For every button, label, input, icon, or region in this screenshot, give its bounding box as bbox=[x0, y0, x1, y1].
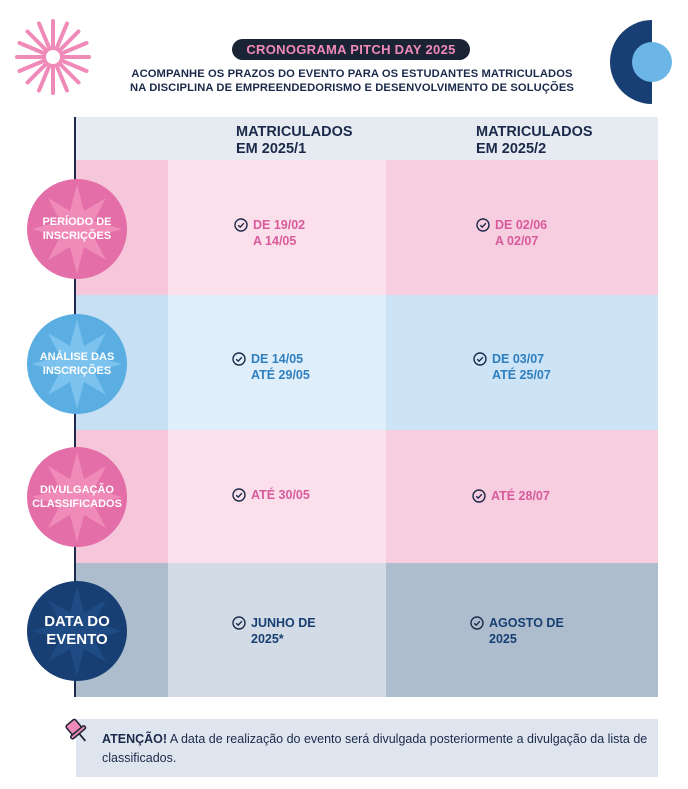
column-header-2025-1: MATRICULADOS EM 2025/1 bbox=[236, 124, 353, 157]
badge-inscricoes: PERÍODO DE INSCRIÇÕES bbox=[26, 178, 128, 280]
table-header bbox=[76, 117, 658, 160]
entry-text: ATÉ 28/07 bbox=[491, 489, 550, 503]
entry-evento-2025-1: JUNHO DE 2025* bbox=[232, 615, 316, 647]
attention-note: ATENÇÃO! A data de realização do evento … bbox=[76, 719, 658, 777]
table-row-evento bbox=[76, 563, 658, 697]
check-circle-icon bbox=[232, 352, 246, 366]
table-row-inscricoes bbox=[76, 160, 658, 295]
entry-inscricoes-2025-1: DE 19/02 A 14/05 bbox=[234, 217, 305, 249]
check-circle-icon bbox=[232, 616, 246, 630]
table-row-analise bbox=[76, 295, 658, 430]
star-badge-icon bbox=[27, 581, 127, 681]
entry-analise-2025-2: DE 03/07 ATÉ 25/07 bbox=[473, 351, 551, 383]
entry-text: ATÉ 30/05 bbox=[251, 488, 310, 502]
check-circle-icon bbox=[476, 218, 490, 232]
cell-2025-2 bbox=[386, 563, 658, 697]
page-subtitle: ACOMPANHE OS PRAZOS DO EVENTO PARA OS ES… bbox=[100, 67, 604, 95]
cell-2025-2 bbox=[386, 160, 658, 295]
check-circle-icon bbox=[473, 352, 487, 366]
entry-divulgacao-2025-2: ATÉ 28/07 bbox=[472, 488, 550, 504]
note-text: A data de realização do evento será divu… bbox=[102, 732, 648, 765]
circle-logo-icon bbox=[610, 20, 672, 104]
cell-2025-1 bbox=[168, 430, 386, 563]
page-title: CRONOGRAMA PITCH DAY 2025 bbox=[232, 39, 470, 60]
cell-2025-1 bbox=[168, 160, 386, 295]
badge-label: ANÁLISE DAS INSCRIÇÕES bbox=[39, 351, 115, 377]
badge-label: PERÍODO DE INSCRIÇÕES bbox=[42, 216, 112, 242]
starburst-icon bbox=[15, 19, 91, 95]
entry-inscricoes-2025-2: DE 02/06 A 02/07 bbox=[476, 217, 547, 249]
check-circle-icon bbox=[472, 489, 486, 503]
cell-2025-2 bbox=[386, 430, 658, 563]
entry-text: AGOSTO DE 2025 bbox=[489, 616, 564, 646]
entry-analise-2025-1: DE 14/05 ATÉ 29/05 bbox=[232, 351, 310, 383]
entry-divulgacao-2025-1: ATÉ 30/05 bbox=[232, 487, 310, 503]
check-circle-icon bbox=[470, 616, 484, 630]
check-circle-icon bbox=[234, 218, 248, 232]
entry-text: DE 14/05 ATÉ 29/05 bbox=[251, 352, 310, 382]
cell-2025-2 bbox=[386, 295, 658, 430]
entry-text: DE 03/07 ATÉ 25/07 bbox=[492, 352, 551, 382]
badge-analise: ANÁLISE DAS INSCRIÇÕES bbox=[26, 313, 128, 415]
star-badge-icon bbox=[27, 179, 127, 279]
note-strong: ATENÇÃO! bbox=[102, 732, 168, 746]
badge-evento: DATA DO EVENTO bbox=[26, 580, 128, 682]
table-row-divulgacao bbox=[76, 430, 658, 563]
cell-2025-1 bbox=[168, 295, 386, 430]
entry-text: JUNHO DE 2025* bbox=[251, 616, 316, 646]
subtitle-line-1: ACOMPANHE OS PRAZOS DO EVENTO PARA OS ES… bbox=[131, 68, 573, 80]
entry-text: DE 19/02 A 14/05 bbox=[253, 218, 306, 248]
badge-divulgacao: DIVULGAÇÃO CLASSIFICADOS bbox=[26, 446, 128, 548]
column-header-2025-2: MATRICULADOS EM 2025/2 bbox=[476, 124, 593, 157]
badge-label: DATA DO EVENTO bbox=[44, 613, 110, 648]
star-badge-icon bbox=[27, 447, 127, 547]
pin-icon bbox=[65, 718, 87, 742]
cell-2025-1 bbox=[168, 563, 386, 697]
entry-evento-2025-2: AGOSTO DE 2025 bbox=[470, 615, 564, 647]
star-badge-icon bbox=[27, 314, 127, 414]
check-circle-icon bbox=[232, 488, 246, 502]
subtitle-line-2: NA DISCIPLINA DE EMPREENDEDORISMO E DESE… bbox=[130, 82, 574, 94]
badge-label: DIVULGAÇÃO CLASSIFICADOS bbox=[32, 484, 122, 510]
entry-text: DE 02/06 A 02/07 bbox=[495, 218, 548, 248]
